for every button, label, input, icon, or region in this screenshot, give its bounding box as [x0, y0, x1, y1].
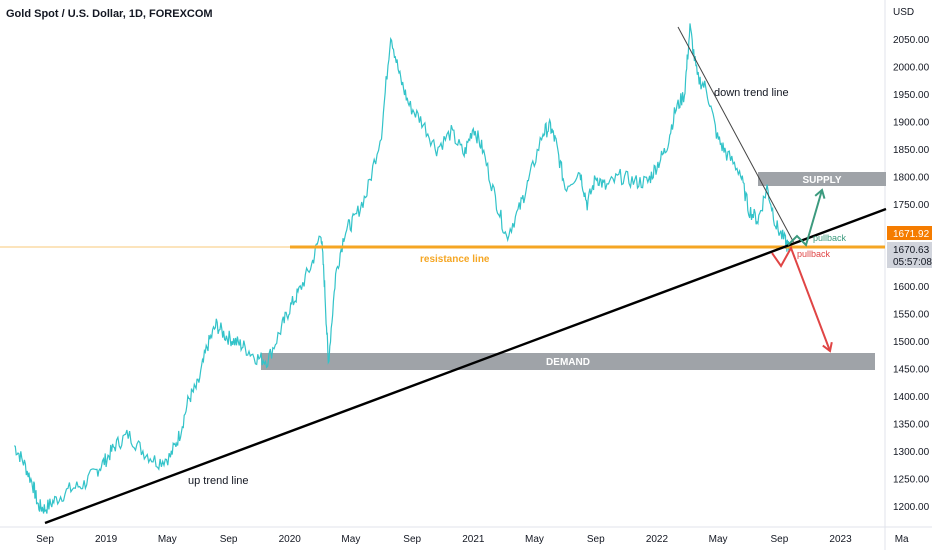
- y-tick-label: 1750.00: [893, 200, 930, 211]
- bullish-scenario-arrow: [787, 189, 823, 247]
- x-tick-label: Sep: [403, 534, 421, 545]
- y-tick-label: 1550.00: [893, 310, 930, 321]
- y-tick-label: 1900.00: [893, 117, 930, 128]
- y-tick-label: 1250.00: [893, 475, 930, 486]
- x-tick-label: Ma: [895, 534, 909, 545]
- x-tick-label: Sep: [587, 534, 605, 545]
- x-tick-label: Sep: [36, 534, 54, 545]
- down-trend-label: down trend line: [714, 87, 789, 99]
- x-tick-label: May: [525, 534, 544, 545]
- pullback-down-label: pullback: [797, 249, 831, 259]
- supply-zone: [758, 172, 886, 186]
- y-tick-label: 1450.00: [893, 365, 930, 376]
- bearish-scenario-arrow: [771, 245, 831, 352]
- x-tick-label: 2023: [829, 534, 852, 545]
- y-tick-label: 1300.00: [893, 447, 930, 458]
- price-series: [13, 23, 790, 514]
- y-axis-unit: USD: [893, 7, 914, 18]
- x-tick-label: 2020: [279, 534, 302, 545]
- x-tick-label: May: [158, 534, 177, 545]
- x-tick-label: May: [341, 534, 360, 545]
- countdown-label: 05:57:08: [893, 257, 932, 268]
- x-tick-label: Sep: [771, 534, 789, 545]
- demand-label: DEMAND: [546, 357, 590, 368]
- current-price-label: 1671.92: [893, 229, 930, 240]
- current-price-badge: [887, 226, 932, 240]
- y-tick-label: 2000.00: [893, 62, 930, 73]
- y-tick-label: 1600.00: [893, 282, 930, 293]
- y-tick-label: 2050.00: [893, 35, 930, 46]
- bullish-arrow-head: [814, 188, 826, 199]
- y-tick-label: 1800.00: [893, 172, 930, 183]
- bid-price-label: 1670.63: [893, 245, 930, 256]
- x-tick-label: 2021: [462, 534, 485, 545]
- supply-label: SUPPLY: [802, 175, 841, 186]
- y-tick-label: 1350.00: [893, 420, 930, 431]
- zones: SUPPLY DEMAND: [261, 172, 886, 370]
- x-tick-label: 2022: [646, 534, 669, 545]
- y-tick-label: 1400.00: [893, 392, 930, 403]
- bid-price-badge: [887, 242, 932, 268]
- price-line: [13, 23, 790, 514]
- down-trend-line: [677, 26, 795, 244]
- up-trend-label: up trend line: [188, 475, 249, 487]
- y-tick-label: 1500.00: [893, 337, 930, 348]
- axes: USD 2050.00 2000.00 1950.00 1900.00 1850.00 18…: [36, 7, 932, 545]
- x-tick-label: Sep: [220, 534, 238, 545]
- up-trend-line: [44, 207, 887, 525]
- y-tick-label: 1200.00: [893, 502, 930, 513]
- y-tick-label: 1850.00: [893, 145, 930, 156]
- bearish-arrow-head: [822, 341, 833, 353]
- resistance-label: resistance line: [420, 254, 490, 265]
- y-tick-label: 1950.00: [893, 90, 930, 101]
- drawings: resistance line up trend line down trend l…: [0, 26, 887, 525]
- demand-zone: [261, 353, 875, 370]
- chart-title: Gold Spot / U.S. Dollar, 1D, FOREXCOM: [6, 8, 213, 20]
- x-tick-label: May: [709, 534, 728, 545]
- pullback-up-label: pullback: [813, 233, 847, 243]
- x-tick-label: 2019: [95, 534, 118, 545]
